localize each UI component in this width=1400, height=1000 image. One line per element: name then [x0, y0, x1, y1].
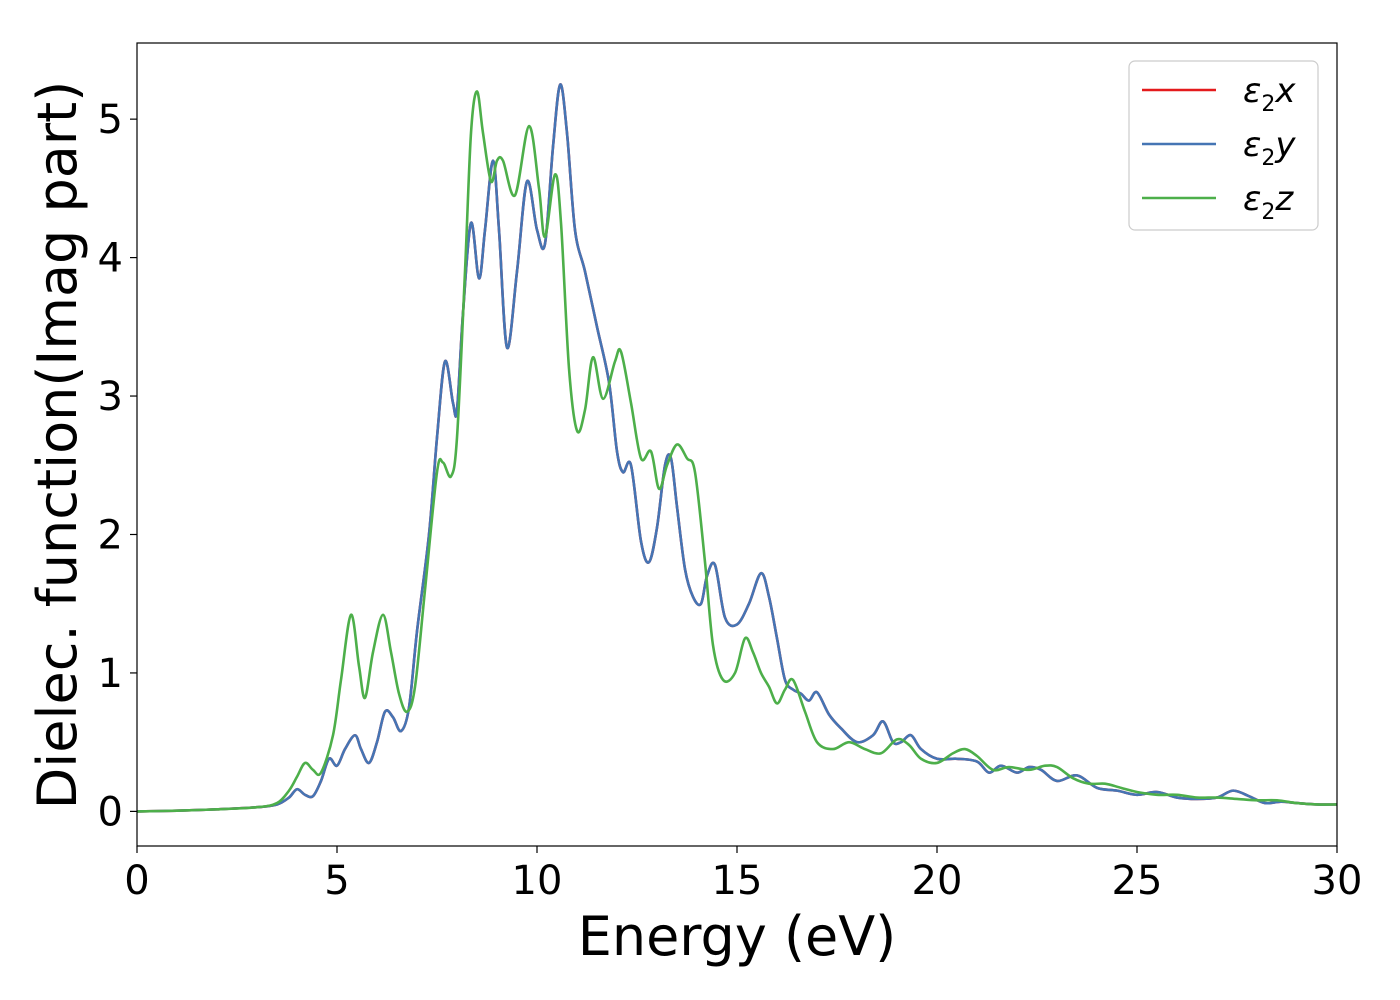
y-tick-label: 5: [98, 97, 123, 143]
x-tick-label: 20: [912, 858, 963, 904]
series-layer: [137, 83, 1337, 813]
legend: ε2x ε2y ε2z: [1128, 60, 1319, 231]
legend-label-y: ε2y: [1243, 125, 1296, 171]
y-tick-label: 0: [98, 789, 123, 835]
y-tick-label: 4: [98, 236, 123, 282]
y-axis-label: Dielec. function(Imag part): [26, 81, 89, 810]
x-axis-label: Energy (eV): [578, 905, 897, 968]
y-tick-label: 1: [98, 651, 123, 697]
legend-label-x: ε2x: [1243, 71, 1296, 117]
y-axis: 0 1 2 3 4 5: [98, 97, 137, 835]
series-line-z: [137, 90, 1337, 813]
x-axis: 0 5 10 15 20 25 30: [124, 846, 1362, 904]
x-tick-label: 30: [1312, 858, 1363, 904]
x-tick-label: 5: [324, 858, 349, 904]
x-tick-label: 25: [1112, 858, 1163, 904]
legend-box: [1128, 60, 1319, 231]
x-tick-label: 10: [512, 858, 563, 904]
legend-label-z: ε2z: [1243, 179, 1294, 225]
x-tick-label: 15: [712, 858, 763, 904]
y-tick-label: 2: [98, 512, 123, 558]
y-tick-label: 3: [98, 374, 123, 420]
x-tick-label: 0: [124, 858, 149, 904]
